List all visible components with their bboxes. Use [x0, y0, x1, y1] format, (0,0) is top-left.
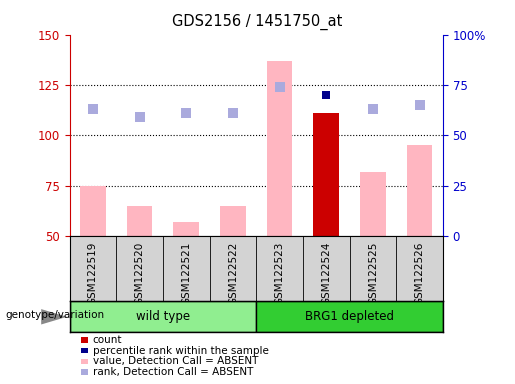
- Bar: [127, 206, 152, 236]
- Bar: [407, 146, 433, 236]
- Polygon shape: [41, 309, 67, 324]
- Bar: [256, 301, 443, 332]
- Bar: [81, 337, 88, 343]
- Bar: [81, 348, 88, 353]
- Text: GDS2156 / 1451750_at: GDS2156 / 1451750_at: [173, 13, 342, 30]
- Text: GSM122521: GSM122521: [181, 242, 191, 305]
- Text: value, Detection Call = ABSENT: value, Detection Call = ABSENT: [93, 356, 258, 366]
- Bar: [360, 172, 386, 236]
- Text: GSM122523: GSM122523: [274, 242, 285, 305]
- Text: wild type: wild type: [136, 310, 190, 323]
- Bar: [80, 186, 106, 236]
- Text: rank, Detection Call = ABSENT: rank, Detection Call = ABSENT: [93, 367, 253, 377]
- Bar: [81, 359, 88, 364]
- Text: BRG1 depleted: BRG1 depleted: [305, 310, 394, 323]
- Bar: [267, 61, 293, 236]
- Text: GSM122520: GSM122520: [134, 242, 145, 305]
- Text: genotype/variation: genotype/variation: [5, 310, 104, 320]
- Text: GSM122525: GSM122525: [368, 242, 378, 305]
- Text: GSM122526: GSM122526: [415, 242, 424, 305]
- Bar: [70, 301, 256, 332]
- Text: GSM122522: GSM122522: [228, 242, 238, 305]
- Text: percentile rank within the sample: percentile rank within the sample: [93, 346, 269, 356]
- Text: GSM122524: GSM122524: [321, 242, 331, 305]
- Bar: [81, 369, 88, 375]
- Text: count: count: [93, 335, 122, 345]
- Bar: [220, 206, 246, 236]
- Text: GSM122519: GSM122519: [88, 242, 98, 305]
- Bar: [174, 222, 199, 236]
- Bar: [314, 113, 339, 236]
